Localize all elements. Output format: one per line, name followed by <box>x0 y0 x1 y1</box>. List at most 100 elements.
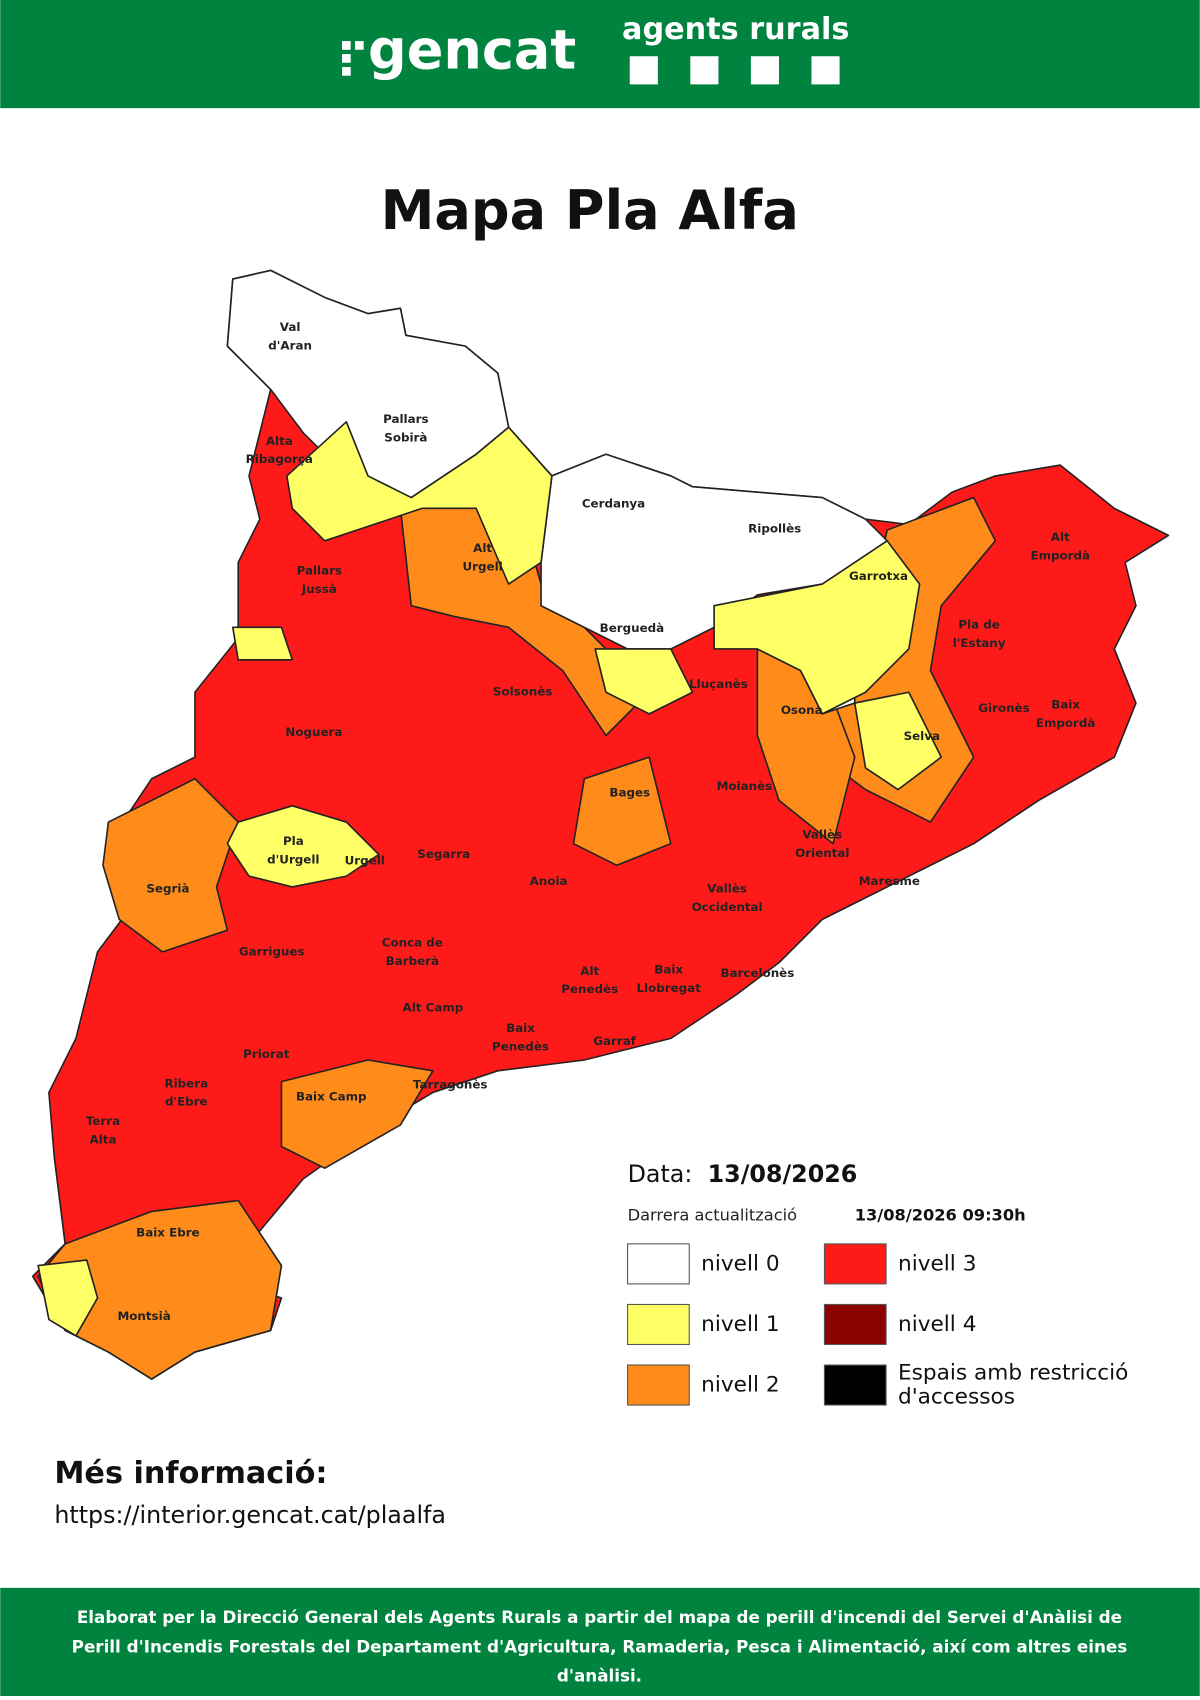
header-bar <box>0 0 1200 109</box>
region-label: Barberà <box>386 954 439 968</box>
region-label: Lluçanès <box>689 677 748 691</box>
legend: nivell 0 nivell 1 nivell 2 nivell 3 nivell 4… <box>627 1243 1128 1409</box>
region-label: Ribagorça <box>246 452 313 466</box>
region-label: Ripollès <box>748 521 801 535</box>
region-label: Baix <box>506 1021 535 1035</box>
update-label: Darrera actualització <box>628 1205 798 1224</box>
orange-zone <box>102 777 240 953</box>
orange-zone <box>572 756 672 867</box>
region-label: d'Urgell <box>267 852 319 866</box>
region-label: Bages <box>609 785 650 799</box>
region-label: Penedès <box>561 982 618 996</box>
region-label: Ribera <box>164 1076 208 1090</box>
region-label: Baix Ebre <box>136 1226 199 1240</box>
yellow-zone <box>594 648 694 715</box>
yellow-zone <box>37 1259 99 1337</box>
date: 13/08/2026 <box>708 1160 858 1188</box>
info-heading: Més informació: <box>54 1456 327 1491</box>
legend-label: nivell 3 <box>898 1251 976 1276</box>
region-label: Maresme <box>859 874 920 888</box>
region-label: Segarra <box>417 847 470 861</box>
region-label: Vallès <box>707 882 747 896</box>
region-label: Alta <box>266 434 293 448</box>
legend-label: nivell 4 <box>898 1312 976 1337</box>
footer-line: Elaborat per la Direcció General dels Ag… <box>77 1607 1122 1627</box>
region-label: Baix <box>1051 698 1080 712</box>
legend-label: nivell 1 <box>701 1312 779 1337</box>
footer: Elaborat per la Direcció General dels Ag… <box>72 1607 1128 1685</box>
logo: gencat <box>368 19 576 82</box>
region-label: Occidental <box>692 900 763 914</box>
region-label: Noguera <box>285 725 342 739</box>
region-label: Montsià <box>117 1309 170 1323</box>
legend-label: Espais amb restricció <box>898 1361 1128 1386</box>
legend-swatch <box>823 1303 887 1346</box>
region-label: Garraf <box>593 1034 636 1048</box>
region-label: Anoia <box>530 874 568 888</box>
footer-line: Perill d'Incendis Forestals del Departam… <box>72 1636 1128 1656</box>
region-label: Urgell <box>463 559 503 573</box>
region-label: Empordà <box>1036 716 1096 730</box>
legend-swatch <box>823 1364 887 1406</box>
region-label: Alta <box>90 1133 117 1147</box>
region-label: Alt <box>1051 530 1070 544</box>
yellow-zone <box>231 626 294 661</box>
region-label: l'Estany <box>953 636 1006 650</box>
legend-swatch <box>627 1243 690 1285</box>
footer-bar <box>0 1587 1200 1696</box>
region-label: Vallès <box>802 828 842 842</box>
region-label: Empordà <box>1030 548 1090 562</box>
legend-label: nivell 2 <box>701 1373 779 1398</box>
region-label: Oriental <box>795 846 849 860</box>
region-label: Selva <box>904 729 940 743</box>
region-label: Tarragonès <box>413 1077 488 1091</box>
legend-swatch <box>823 1243 887 1285</box>
region-label: Moianès <box>717 779 773 793</box>
yellow-zone <box>853 691 943 791</box>
legend-label: nivell 0 <box>701 1251 779 1276</box>
map <box>31 269 1170 1380</box>
region-label: Conca de <box>382 936 443 950</box>
region-label: Pla <box>283 834 304 848</box>
logo-dots <box>342 41 364 76</box>
region-label: Pallars <box>383 412 428 426</box>
region-label: Pallars <box>297 564 342 578</box>
region-label: d'Ebre <box>165 1095 208 1109</box>
orange-zone <box>280 1059 434 1169</box>
footer-line: d'anàlisi. <box>557 1666 642 1686</box>
region-label: Priorat <box>243 1047 290 1061</box>
region-label: Cerdanya <box>582 497 645 511</box>
region-label: Penedès <box>492 1040 549 1054</box>
yellow-zone <box>226 805 380 888</box>
brand-squares <box>629 56 840 85</box>
region-label: Gironès <box>978 701 1029 715</box>
region-label: Jussà <box>301 582 337 596</box>
region-label: Alt Camp <box>403 1001 464 1015</box>
update: 13/08/2026 09:30h <box>855 1205 1026 1224</box>
date-label: Data: <box>628 1160 693 1188</box>
region-label: Alt <box>473 541 492 555</box>
region-label: Alt <box>580 964 599 978</box>
region-labels: Val d'Aran Pallars Sobirà Alta Ribagorça Cerda… <box>86 320 1096 1323</box>
region-label: Sobirà <box>384 431 427 445</box>
region-label: Baix Camp <box>296 1089 367 1103</box>
yellow-zone <box>713 540 921 715</box>
region-label: Garrotxa <box>849 569 908 583</box>
legend-swatch <box>627 1364 690 1406</box>
region-label: Garrigues <box>239 944 305 958</box>
region-label: Pla de <box>958 618 999 632</box>
region-label: Segrià <box>146 882 189 896</box>
region-label: Solsonès <box>493 685 553 699</box>
region-label: Baix <box>654 963 683 977</box>
region-label: d'Aran <box>268 339 312 353</box>
brand: agents rurals <box>622 12 849 47</box>
legend-swatch <box>627 1303 690 1346</box>
region-label: Berguedà <box>600 621 664 635</box>
info-url[interactable]: https://interior.gencat.cat/plaalfa <box>54 1501 446 1529</box>
region-label: Llobregat <box>636 981 701 995</box>
title: Mapa Pla Alfa <box>381 179 799 242</box>
region-label: Terra <box>86 1114 120 1128</box>
region-label: Val <box>280 320 301 334</box>
